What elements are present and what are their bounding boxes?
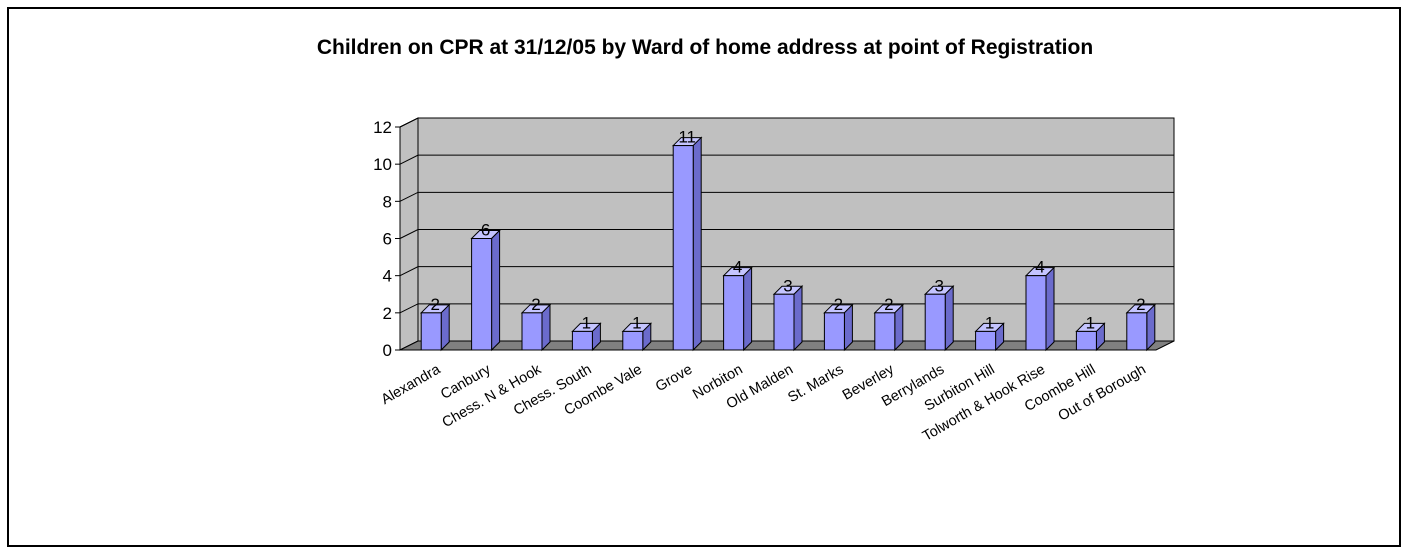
data-label: 3 (783, 276, 792, 295)
bar-side (843, 303, 853, 352)
bar (571, 330, 593, 351)
bar-side (743, 266, 753, 352)
y-tick-label: 2 (383, 304, 392, 323)
bar-side (541, 303, 551, 352)
data-label: 4 (1035, 258, 1044, 277)
bar (420, 312, 442, 351)
gridline (399, 154, 1174, 165)
bar-side (491, 229, 501, 352)
bar-side (692, 136, 702, 352)
data-label: 11 (678, 128, 696, 147)
bar (672, 145, 694, 351)
chart-title: Children on CPR at 31/12/05 by Ward of h… (316, 36, 1094, 59)
bar (924, 293, 946, 351)
data-label: 3 (934, 276, 943, 295)
bar (823, 312, 845, 351)
bar (471, 238, 493, 351)
data-label: 1 (1086, 313, 1095, 332)
gridline (399, 303, 1174, 314)
y-tick-label: 8 (383, 192, 392, 211)
y-tick-label: 10 (373, 155, 392, 174)
y-tick-label: 4 (383, 267, 392, 286)
bar-side (894, 303, 904, 352)
data-label: 2 (834, 295, 843, 314)
data-label: 6 (481, 221, 490, 240)
data-label: 1 (632, 313, 641, 332)
bar-side (793, 285, 803, 352)
x-tick-label: Grove (653, 362, 695, 396)
y-tick-label: 0 (383, 341, 392, 360)
bar-side (944, 285, 954, 352)
x-tick-label: St. Marks (785, 362, 846, 406)
x-tick-label: Out of Borough (1056, 362, 1149, 425)
bar (773, 293, 795, 351)
bar (723, 275, 745, 351)
data-label: 2 (1136, 295, 1145, 314)
data-label: 2 (531, 295, 540, 314)
gridline (399, 266, 1174, 277)
x-tick-label: Alexandra (379, 361, 444, 408)
data-label: 1 (582, 313, 591, 332)
bar-side (1045, 266, 1055, 352)
data-label: 2 (430, 295, 439, 314)
bar-side (1146, 303, 1156, 352)
data-label: 4 (733, 258, 742, 277)
gridline (399, 117, 1174, 128)
data-label: 2 (884, 295, 893, 314)
y-tick-label: 12 (373, 118, 392, 137)
bar (1126, 312, 1148, 351)
bar (1025, 275, 1047, 351)
data-label: 1 (985, 313, 994, 332)
bar (874, 312, 896, 351)
bar (975, 330, 997, 351)
bar (1075, 330, 1097, 351)
bar-side (440, 303, 450, 352)
bar (622, 330, 644, 351)
bar (521, 312, 543, 351)
gridline (399, 191, 1174, 202)
y-tick-label: 6 (383, 230, 392, 249)
gridline (399, 229, 1174, 239)
